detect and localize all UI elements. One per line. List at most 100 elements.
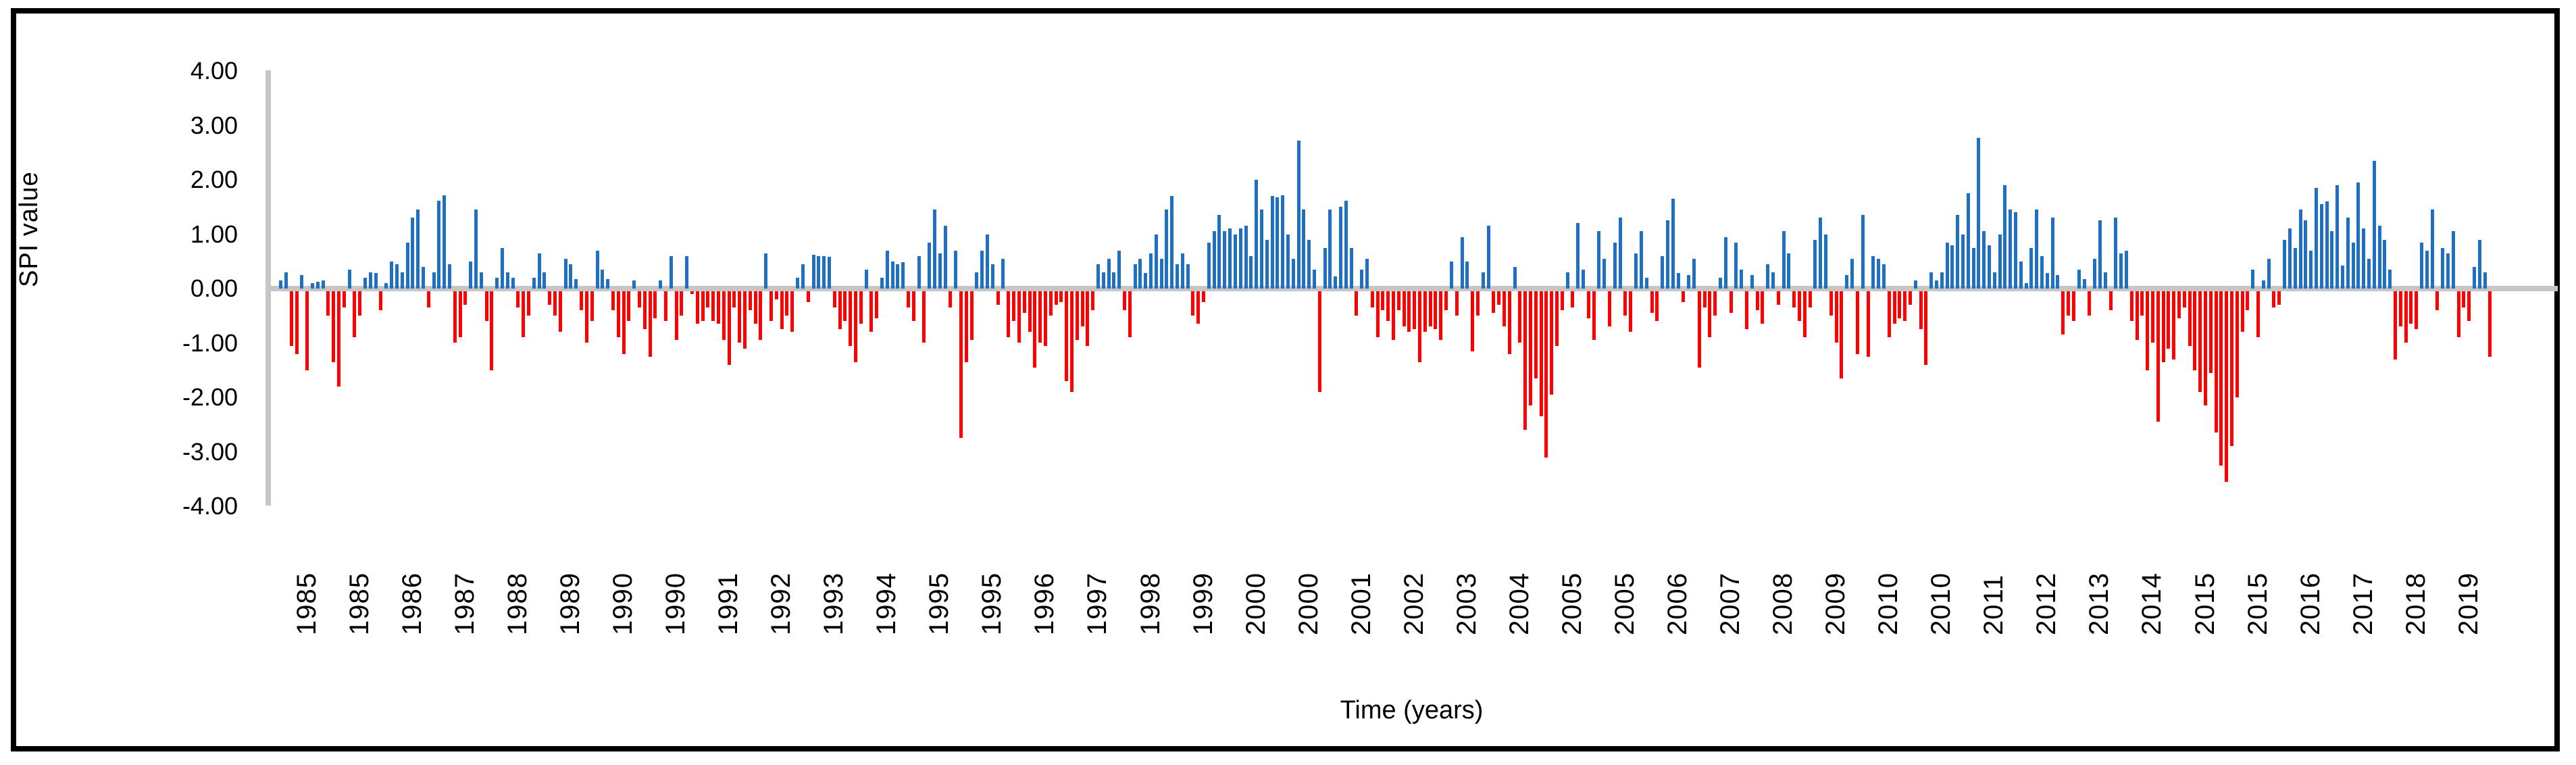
bar-positive [1687, 274, 1691, 289]
bar-positive [2283, 239, 2287, 289]
bar-negative [2256, 291, 2261, 338]
bar-positive [1259, 209, 1263, 289]
bar-negative [1507, 291, 1511, 354]
bar-positive [1845, 274, 1849, 289]
bar-negative [342, 291, 346, 308]
bar-negative [1755, 291, 1759, 311]
bar-negative [717, 291, 720, 324]
bar-negative [1091, 291, 1095, 311]
bar-negative [2140, 291, 2144, 316]
bar-negative [1729, 291, 1733, 314]
bar-positive [2372, 160, 2376, 289]
bar-negative [2208, 291, 2213, 373]
bar-negative [2246, 291, 2250, 311]
bar-negative [748, 291, 752, 311]
bar-negative [1539, 291, 1543, 417]
bar-negative [458, 291, 462, 338]
bar-negative [2225, 291, 2229, 482]
bar-negative [2394, 291, 2397, 360]
bar-positive [1360, 269, 1364, 289]
bar-negative [1655, 291, 1659, 322]
bar-negative [1439, 291, 1443, 341]
bar-negative [1708, 291, 1712, 338]
bar-positive [395, 264, 399, 289]
bar-negative [1043, 291, 1047, 346]
bar-negative [663, 291, 667, 322]
bar-positive [2367, 258, 2371, 289]
bar-negative [637, 291, 641, 308]
bar-positive [2477, 239, 2481, 289]
bar-negative [964, 291, 968, 362]
bar-positive [416, 209, 420, 289]
bar-negative [1808, 291, 1812, 308]
bar-negative [653, 291, 657, 319]
bar-negative [1840, 291, 1844, 378]
bar-negative [1903, 291, 1907, 322]
bar-negative [2108, 291, 2113, 311]
bar-positive [2346, 218, 2350, 289]
y-tick-label: 1.00 [190, 220, 238, 248]
bar-positive [2351, 242, 2355, 289]
bar-positive [1238, 228, 1242, 289]
bar-negative [305, 291, 309, 370]
bar-negative [1761, 291, 1765, 324]
bar-negative [690, 291, 694, 295]
bar-negative [1744, 291, 1748, 330]
bar-positive [2050, 218, 2054, 289]
bar-negative [2204, 291, 2208, 406]
bar-positive [928, 242, 932, 289]
bar-positive [2103, 272, 2107, 289]
bar-positive [2340, 266, 2344, 289]
bar-negative [853, 291, 857, 362]
bar-negative [2488, 291, 2492, 357]
bar-negative [2404, 291, 2408, 343]
bar-positive [1159, 258, 1163, 289]
bar-negative [738, 291, 742, 343]
bar-positive [1276, 197, 1280, 289]
bar-negative [558, 291, 562, 332]
bar-negative [2146, 291, 2150, 370]
bar-negative [1375, 291, 1380, 338]
bar-positive [1349, 247, 1353, 289]
bar-negative [2467, 291, 2471, 322]
bar-negative [2214, 291, 2218, 433]
bar-negative [453, 291, 457, 343]
bar-positive [400, 272, 404, 289]
bar-negative [2272, 291, 2276, 308]
bar-positive [1977, 138, 1981, 289]
bar-positive [1782, 231, 1786, 289]
bar-positive [1945, 242, 1949, 289]
bar-positive [1671, 199, 1675, 289]
bar-negative [1381, 291, 1385, 311]
bar-positive [2388, 269, 2392, 289]
bar-positive [896, 264, 900, 289]
bar-negative [1776, 291, 1780, 305]
bar-negative [1697, 291, 1701, 368]
bar-positive [1950, 245, 1954, 289]
bar-negative [849, 291, 853, 346]
bar-negative [1623, 291, 1627, 316]
bar-positive [822, 255, 826, 289]
bar-positive [374, 273, 378, 289]
bar-positive [437, 200, 441, 289]
bar-negative [1007, 291, 1011, 338]
bar-negative [289, 291, 293, 346]
bar-negative [2172, 291, 2176, 360]
bar-positive [1180, 253, 1184, 289]
bar-negative [1202, 291, 1206, 303]
bar-positive [443, 195, 447, 289]
bar-negative [2150, 291, 2154, 343]
bar-positive [1956, 215, 1960, 289]
bar-negative [1012, 291, 1016, 322]
bar-positive [2098, 220, 2102, 289]
bar-negative [2067, 291, 2071, 316]
bar-negative [2161, 291, 2165, 362]
bar-negative [1528, 291, 1532, 406]
bar-positive [1154, 234, 1158, 289]
bar-negative [1049, 291, 1053, 316]
bar-negative [1402, 291, 1406, 327]
bar-positive [938, 253, 942, 289]
bar-positive [1861, 215, 1865, 289]
bar-positive [411, 218, 415, 289]
bar-positive [1787, 253, 1791, 289]
